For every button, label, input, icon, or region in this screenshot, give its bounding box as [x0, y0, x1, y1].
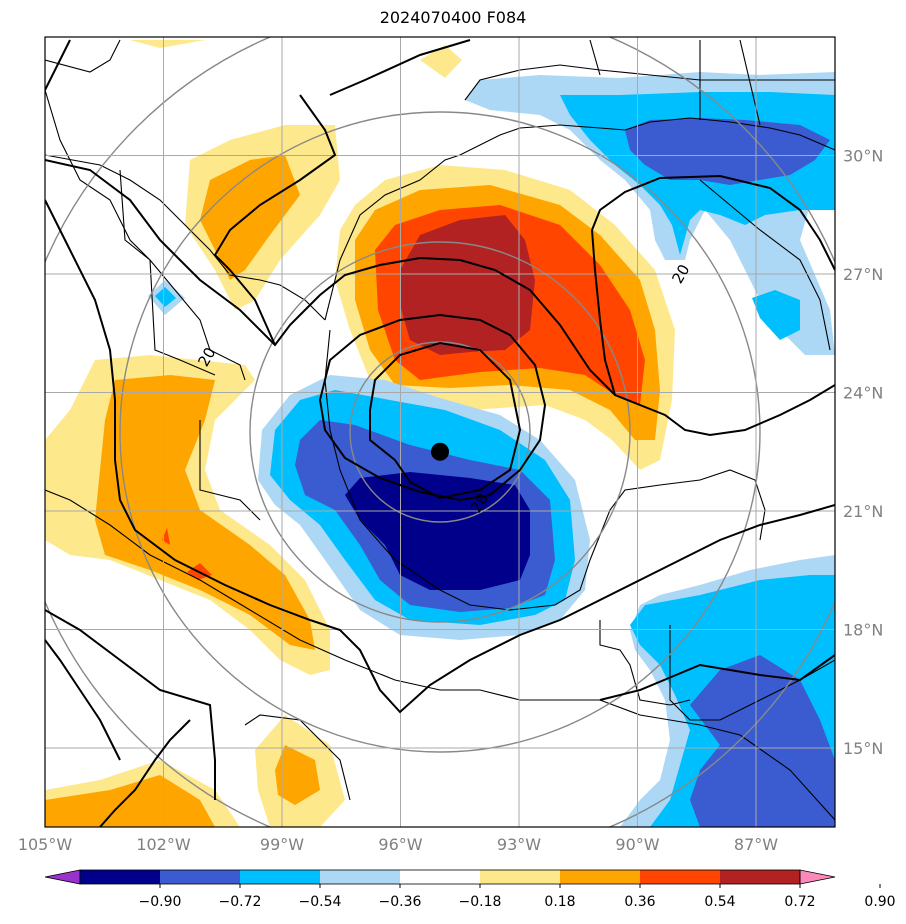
longitude-tick-label: 102°W — [136, 835, 191, 854]
map-frame — [44, 36, 836, 828]
colorbar: −0.90 −0.72 −0.54 −0.36 −0.18 0.18 0.36 0.54 0.7… — [44, 869, 896, 910]
longitude-labels: 105°W 102°W 99°W 96°W 93°W 90°W 87°W — [18, 835, 778, 854]
longitude-tick-label: 93°W — [497, 835, 541, 854]
colorbar-tick-label: −0.90 — [139, 894, 182, 910]
negative-anomaly-south — [345, 472, 530, 590]
colorbar-extend-high — [799, 869, 836, 885]
latitude-tick-label: 18°N — [843, 621, 883, 640]
longitude-tick-label: 87°W — [734, 835, 778, 854]
colorbar-segment — [720, 870, 800, 884]
latitude-tick-label: 24°N — [843, 384, 883, 403]
colorbar-tick-label: 0.18 — [544, 894, 575, 910]
colorbar-tick-label: 0.72 — [784, 894, 815, 910]
gridlines — [45, 37, 835, 827]
colorbar-segment — [640, 870, 720, 884]
longitude-tick-label: 90°W — [615, 835, 659, 854]
map-title: 2024070400 F084 — [379, 8, 527, 27]
longitude-tick-label: 105°W — [18, 835, 73, 854]
colorbar-tick-label: −0.72 — [219, 894, 262, 910]
height-contours — [45, 39, 835, 827]
colorbar-segment — [160, 870, 240, 884]
latitude-tick-label: 30°N — [843, 147, 883, 166]
colorbar-tick-label: −0.54 — [299, 894, 342, 910]
latitude-tick-label: 15°N — [843, 739, 883, 758]
longitude-tick-label: 99°W — [260, 835, 304, 854]
center-marker — [431, 442, 449, 461]
colorbar-segment — [240, 870, 320, 884]
colorbar-outline — [79, 869, 801, 885]
colorbar-tick-label: −0.36 — [379, 894, 422, 910]
colorbar-segment — [560, 870, 640, 884]
colorbar-segment — [320, 870, 400, 884]
range-rings — [45, 37, 835, 827]
latitude-labels: 30°N 27°N 24°N 21°N 18°N 15°N — [843, 147, 883, 759]
colorbar-tick-label: 0.90 — [864, 894, 895, 910]
colorbar-tick-label: −0.18 — [459, 894, 502, 910]
positive-anomaly-gulf — [400, 215, 535, 355]
colorbar-segment — [80, 870, 160, 884]
colorbar-extend-low — [44, 869, 81, 885]
colorbar-segment — [480, 870, 560, 884]
colorbar-segment — [400, 870, 480, 884]
longitude-tick-label: 96°W — [378, 835, 422, 854]
latitude-tick-label: 27°N — [843, 265, 883, 284]
latitude-tick-label: 21°N — [843, 502, 883, 521]
anomaly-shading — [45, 40, 835, 827]
colorbar-tick-label: 0.54 — [704, 894, 735, 910]
colorbar-tick-label: 0.36 — [624, 894, 655, 910]
positive-anomaly-west — [95, 375, 315, 650]
